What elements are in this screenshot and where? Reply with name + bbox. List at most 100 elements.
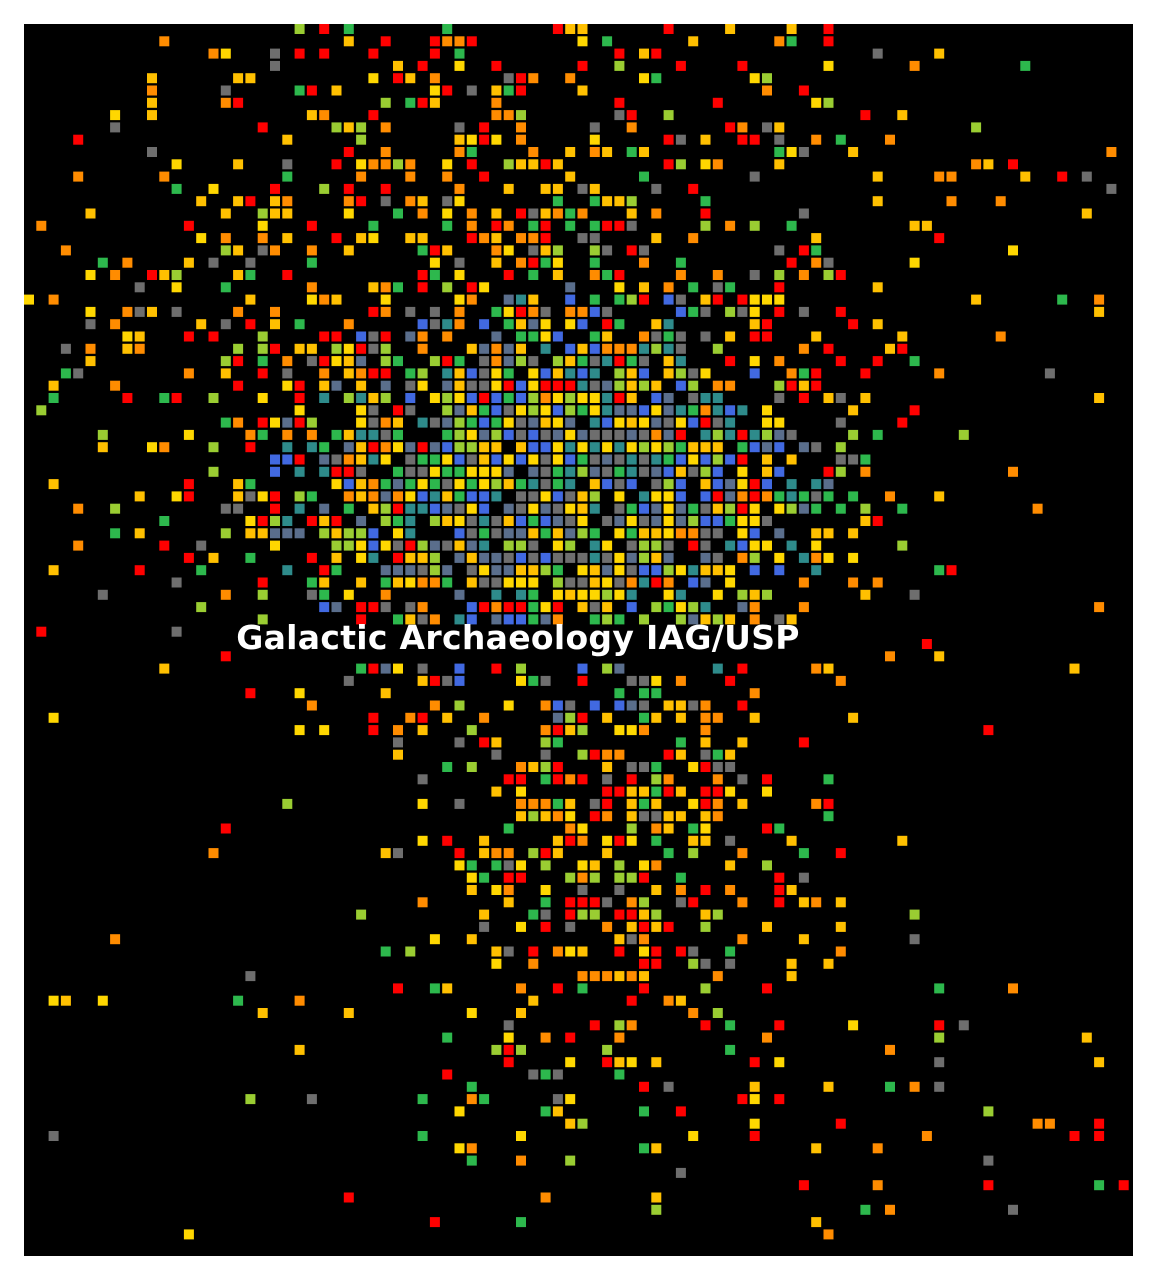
pixel-star [675, 466, 686, 477]
pixel-star [639, 577, 649, 588]
pixel-star [245, 688, 256, 699]
pixel-star [319, 725, 330, 736]
pixel-star [73, 540, 84, 551]
pixel-star [540, 245, 551, 256]
pixel-star [552, 946, 563, 957]
pixel-star [651, 516, 662, 526]
pixel-star [860, 516, 871, 526]
pixel-star [491, 577, 502, 588]
pixel-star [786, 368, 797, 379]
pixel-star [306, 220, 317, 231]
pixel-star [688, 602, 699, 613]
pixel-star [614, 860, 625, 871]
pixel-star [774, 442, 785, 453]
pixel-star [774, 159, 785, 170]
pixel-star [343, 1008, 354, 1018]
pixel-star [602, 306, 613, 317]
pixel-star [811, 503, 822, 514]
pixel-star [417, 380, 428, 391]
pixel-star [343, 196, 354, 207]
pixel-star [503, 380, 514, 391]
pixel-star [442, 331, 453, 342]
pixel-star [343, 183, 354, 194]
pixel-star [688, 503, 699, 514]
pixel-star [651, 233, 662, 244]
pixel-star [614, 294, 625, 305]
pixel-star [589, 147, 600, 157]
pixel-star [589, 393, 600, 403]
pixel-star [749, 1118, 760, 1129]
pixel-star [552, 479, 563, 490]
pixel-star [675, 712, 686, 723]
pixel-star [651, 393, 662, 403]
pixel-star [958, 429, 969, 440]
pixel-star [614, 429, 625, 440]
pixel-star [73, 134, 84, 145]
pixel-star [675, 565, 686, 576]
pixel-star [762, 540, 772, 551]
pixel-star [270, 343, 280, 354]
pixel-star [282, 442, 293, 453]
pixel-star [737, 454, 748, 465]
pixel-star [282, 196, 293, 207]
pixel-star [835, 921, 846, 932]
pixel-star [675, 491, 686, 502]
pixel-star [454, 848, 465, 859]
pixel-star [503, 565, 514, 576]
pixel-star [737, 503, 748, 514]
pixel-star [762, 774, 772, 785]
pixel-star [786, 429, 797, 440]
pixel-star [319, 528, 330, 539]
pixel-star [257, 1008, 268, 1018]
pixel-star [552, 516, 563, 526]
pixel-star [811, 565, 822, 576]
pixel-star [393, 983, 403, 994]
pixel-star [368, 503, 379, 514]
pixel-star [639, 516, 649, 526]
pixel-star [602, 466, 613, 477]
pixel-star [626, 429, 637, 440]
pixel-star [700, 208, 711, 219]
pixel-star [454, 552, 465, 563]
pixel-star [528, 577, 539, 588]
pixel-star [429, 516, 440, 526]
pixel-star [995, 196, 1006, 207]
pixel-star [516, 774, 526, 785]
pixel-star [270, 48, 280, 59]
pixel-star [774, 466, 785, 477]
pixel-star [762, 1032, 772, 1043]
pixel-star [639, 798, 649, 809]
pixel-star [860, 368, 871, 379]
pixel-star [675, 417, 686, 428]
pixel-star [749, 356, 760, 367]
pixel-star [811, 1143, 822, 1154]
pixel-star [528, 405, 539, 416]
pixel-star [774, 429, 785, 440]
pixel-star [528, 233, 539, 244]
pixel-star [675, 602, 686, 613]
pixel-star [356, 491, 367, 502]
pixel-star [811, 1217, 822, 1228]
pixel-star [257, 331, 268, 342]
pixel-star [552, 380, 563, 391]
pixel-star [257, 122, 268, 133]
pixel-star [577, 860, 588, 871]
pixel-star [171, 626, 182, 637]
pixel-star [343, 466, 354, 477]
pixel-star [565, 294, 576, 305]
pixel-star [885, 134, 895, 145]
pixel-star [503, 860, 514, 871]
pixel-star [663, 429, 674, 440]
pixel-star [577, 429, 588, 440]
pixel-star [1081, 171, 1092, 182]
pixel-star [454, 466, 465, 477]
pixel-star [380, 442, 391, 453]
pixel-star [110, 380, 121, 391]
pixel-star [774, 872, 785, 883]
pixel-star [626, 971, 637, 982]
pixel-star [356, 417, 367, 428]
pixel-star [565, 442, 576, 453]
pixel-star [466, 220, 477, 231]
pixel-star [417, 60, 428, 71]
pixel-star [626, 208, 637, 219]
